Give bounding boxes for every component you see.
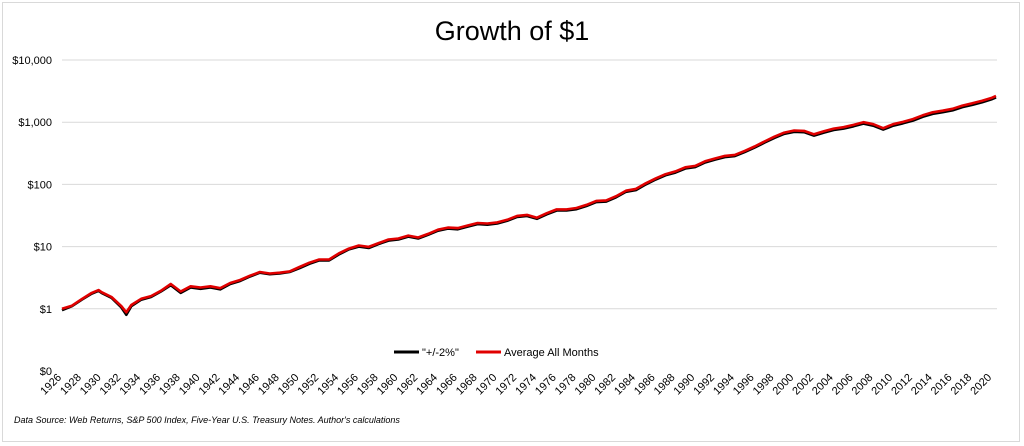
x-tick-label: 1988 xyxy=(652,372,678,398)
x-tick-label: 1964 xyxy=(414,372,440,398)
x-tick-label: 1972 xyxy=(493,372,519,398)
series-lines xyxy=(61,94,997,317)
x-tick-label: 1936 xyxy=(137,372,163,398)
legend-label: Average All Months xyxy=(504,347,599,359)
x-tick-label: 1994 xyxy=(711,372,737,398)
x-tick-label: 1968 xyxy=(454,372,480,398)
x-tick-label: 1980 xyxy=(573,372,599,398)
x-tick-label: 1944 xyxy=(216,372,242,398)
x-tick-label: 1960 xyxy=(375,372,401,398)
x-tick-label: 1952 xyxy=(296,372,322,398)
x-tick-label: 1956 xyxy=(335,372,361,398)
legend: "+/-2%" Average All Months xyxy=(394,347,599,359)
x-tick-label: 1942 xyxy=(197,372,223,398)
x-tick-label: 1976 xyxy=(533,372,559,398)
x-tick-label: 1974 xyxy=(513,372,539,398)
x-tick-label: 2014 xyxy=(909,372,935,398)
x-tick-label: 2012 xyxy=(889,372,915,398)
x-tick-label: 2020 xyxy=(968,372,994,398)
y-axis-labels: $0 $1 $10 $100 $1,000 $10,000 xyxy=(12,55,52,378)
y-tick-label: $100 xyxy=(28,179,52,191)
series-line-2 xyxy=(61,94,997,314)
x-tick-label: 2010 xyxy=(869,372,895,398)
y-tick-label: $10,000 xyxy=(12,55,52,67)
x-tick-label: 2002 xyxy=(790,372,816,398)
x-tick-label: 2006 xyxy=(830,372,856,398)
x-tick-label: 1990 xyxy=(672,372,698,398)
x-tick-label: 1934 xyxy=(117,372,143,398)
x-tick-label: 1940 xyxy=(177,372,203,398)
x-tick-label: 1978 xyxy=(553,372,579,398)
x-tick-label: 2004 xyxy=(810,372,836,398)
data-source-note: Data Source: Web Returns, S&P 500 Index,… xyxy=(14,415,400,425)
gridlines xyxy=(62,59,997,310)
x-tick-label: 1928 xyxy=(58,372,84,398)
y-tick-label: $1,000 xyxy=(18,117,52,129)
series-line-1 xyxy=(61,96,997,317)
x-tick-label: 1950 xyxy=(276,372,302,398)
y-tick-label: $0 xyxy=(40,366,52,378)
y-tick-label: $1 xyxy=(40,304,52,316)
x-tick-label: 1948 xyxy=(256,372,282,398)
x-axis-labels: 1926192819301932193419361938194019421944… xyxy=(38,372,994,398)
x-tick-label: 1966 xyxy=(434,372,460,398)
x-tick-label: 1998 xyxy=(751,372,777,398)
chart-title: Growth of $1 xyxy=(435,16,590,46)
x-tick-label: 1986 xyxy=(632,372,658,398)
x-tick-label: 1984 xyxy=(612,372,638,398)
x-tick-label: 1996 xyxy=(731,372,757,398)
y-tick-label: $10 xyxy=(34,242,52,254)
x-tick-label: 1930 xyxy=(78,372,104,398)
x-tick-label: 1932 xyxy=(98,372,124,398)
x-tick-label: 1938 xyxy=(157,372,183,398)
x-tick-label: 1982 xyxy=(592,372,618,398)
x-tick-label: 1946 xyxy=(236,372,262,398)
x-tick-label: 2000 xyxy=(770,372,796,398)
x-tick-label: 1992 xyxy=(691,372,717,398)
x-tick-label: 2008 xyxy=(850,372,876,398)
x-tick-label: 1970 xyxy=(474,372,500,398)
legend-label: "+/-2%" xyxy=(422,347,459,359)
x-tick-label: 1958 xyxy=(355,372,381,398)
x-tick-label: 1962 xyxy=(395,372,421,398)
x-tick-label: 1954 xyxy=(315,372,341,398)
x-tick-label: 2016 xyxy=(929,372,955,398)
x-tick-label: 2018 xyxy=(949,372,975,398)
